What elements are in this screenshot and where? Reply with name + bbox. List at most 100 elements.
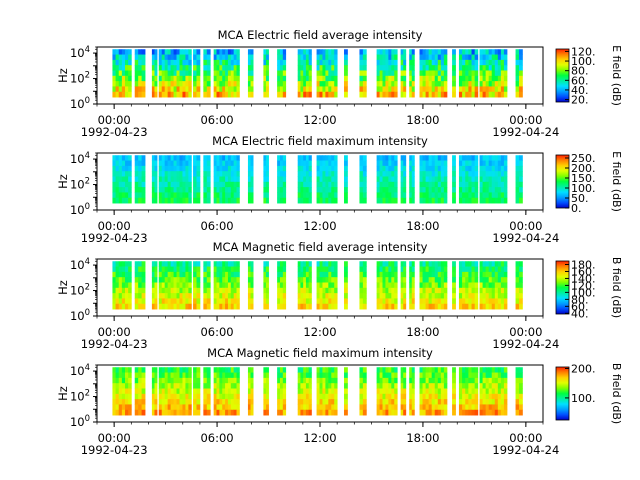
data-segment <box>376 155 398 204</box>
heatmap-cell <box>422 261 426 267</box>
heatmap-cell <box>158 86 163 93</box>
heatmap-cell <box>359 75 364 82</box>
heatmap-cell <box>403 282 407 289</box>
heatmap-cell <box>443 54 448 61</box>
data-segment <box>419 49 448 98</box>
heatmap-cell <box>219 187 223 193</box>
heatmap-cell <box>236 181 240 188</box>
heatmap-cell <box>118 59 123 66</box>
heatmap-cell <box>179 383 183 389</box>
heatmap-cell <box>219 282 223 289</box>
heatmap-cell <box>179 70 183 77</box>
heatmap-cell <box>434 70 439 77</box>
heatmap-cell <box>182 59 186 66</box>
heatmap-cell <box>227 165 232 172</box>
heatmap-cell <box>219 377 223 384</box>
heatmap-cell <box>236 155 240 161</box>
heatmap-cell <box>391 404 395 411</box>
heatmap-cell <box>411 192 415 199</box>
heatmap-cell <box>213 181 217 188</box>
heatmap-cell <box>494 155 499 161</box>
y-tick-label: 104 <box>70 45 90 60</box>
heatmap-cell <box>305 409 310 416</box>
data-segment <box>376 367 398 416</box>
heatmap-cell <box>334 197 338 204</box>
heatmap-cell <box>325 165 329 172</box>
data-segment <box>400 261 407 310</box>
heatmap-cell <box>485 383 490 389</box>
heatmap-cell <box>308 404 312 411</box>
heatmap-cell <box>503 298 508 305</box>
heatmap-cell <box>400 282 404 289</box>
heatmap-cell <box>362 287 367 294</box>
heatmap-cell <box>182 160 186 167</box>
heatmap-cell <box>297 298 301 305</box>
heatmap-cell <box>494 49 499 55</box>
heatmap-cell <box>474 383 479 389</box>
heatmap-cell <box>203 155 208 161</box>
heatmap-cell <box>391 181 395 188</box>
heatmap-cell <box>173 277 177 283</box>
heatmap-cell <box>434 65 439 71</box>
heatmap-cell <box>303 86 307 93</box>
heatmap-cell <box>115 49 120 55</box>
heatmap-cell <box>182 261 186 267</box>
heatmap-cell <box>216 388 220 395</box>
heatmap-cell <box>344 293 348 299</box>
heatmap-cell <box>216 49 220 55</box>
heatmap-cell <box>411 176 415 183</box>
heatmap-cell <box>394 91 398 98</box>
heatmap-cell <box>462 388 466 395</box>
heatmap-cell <box>379 266 383 273</box>
data-segment <box>479 367 508 416</box>
heatmap-cell <box>362 393 367 400</box>
heatmap-cell <box>185 399 189 405</box>
heatmap-cell <box>322 91 326 98</box>
heatmap-cell <box>443 70 448 77</box>
heatmap-cell <box>431 298 436 305</box>
heatmap-cell <box>167 298 171 305</box>
heatmap-cell <box>196 165 201 172</box>
heatmap-cell <box>161 65 166 71</box>
heatmap-cell <box>462 176 466 183</box>
heatmap-cell <box>227 383 232 389</box>
heatmap-cell <box>322 165 326 172</box>
heatmap-cell <box>465 86 469 93</box>
heatmap-cell <box>300 192 304 199</box>
data-segment <box>277 261 287 310</box>
heatmap-cell <box>474 367 479 373</box>
heatmap-cell <box>125 277 129 283</box>
heatmap-cell <box>121 388 126 395</box>
heatmap-cell <box>485 91 490 98</box>
heatmap-cell <box>316 65 320 71</box>
colorbar-tick-label: 80. <box>571 293 589 306</box>
heatmap-cell <box>382 303 386 310</box>
heatmap-cell <box>279 287 284 294</box>
colorbar-tick-label: 40. <box>571 307 589 320</box>
heatmap-cell <box>277 404 281 411</box>
heatmap-cell <box>128 393 132 400</box>
heatmap-cell <box>203 367 208 373</box>
heatmap-cell <box>305 171 310 177</box>
heatmap-cell <box>230 81 235 87</box>
heatmap-cell <box>206 287 211 294</box>
heatmap-cell <box>319 282 323 289</box>
heatmap-cell <box>158 54 163 61</box>
heatmap-cell <box>188 155 192 161</box>
heatmap-cell <box>468 59 472 66</box>
heatmap-cell <box>518 54 523 61</box>
heatmap-cell <box>465 155 469 161</box>
heatmap-cell <box>227 49 232 55</box>
heatmap-cell <box>134 86 139 93</box>
heatmap-cell <box>325 49 329 55</box>
heatmap-cell <box>518 282 523 289</box>
heatmap-cell <box>452 65 456 71</box>
heatmap-cell <box>173 65 177 71</box>
heatmap-cell <box>319 70 323 77</box>
heatmap-cell <box>437 187 442 193</box>
heatmap-cell <box>328 171 332 177</box>
heatmap-cell <box>216 75 220 82</box>
heatmap-cell <box>443 404 448 411</box>
heatmap-cell <box>305 298 310 305</box>
heatmap-cell <box>128 176 132 183</box>
